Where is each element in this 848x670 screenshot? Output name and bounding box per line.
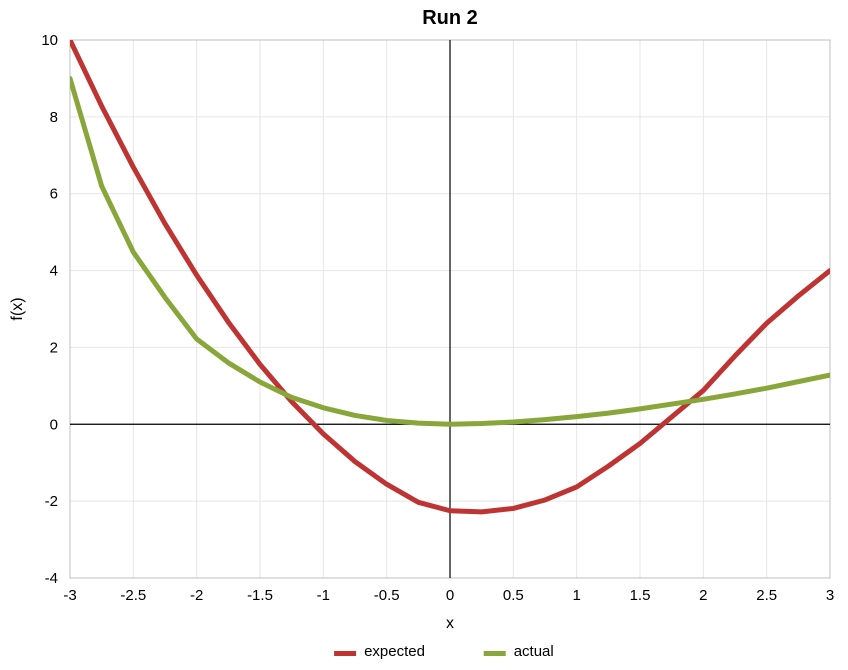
y-tick-label: 2 bbox=[50, 339, 58, 356]
legend-label-actual: actual bbox=[514, 643, 554, 660]
legend-swatch-expected bbox=[334, 651, 356, 656]
x-tick-label: -2.5 bbox=[120, 587, 146, 604]
y-axis-label: f(x) bbox=[9, 297, 26, 320]
x-tick-label: -0.5 bbox=[374, 587, 400, 604]
x-tick-label: 0.5 bbox=[503, 587, 524, 604]
x-tick-label: 3 bbox=[826, 587, 834, 604]
x-tick-label: -1.5 bbox=[247, 587, 273, 604]
y-tick-label: 10 bbox=[41, 32, 58, 49]
y-tick-label: -4 bbox=[45, 570, 58, 587]
chart-container: -3 -2.5 -2 -1.5 -1 -0.5 0 0.5 1 1.5 2 2.5 3 -4 -2 0 2 4 6 8… bbox=[0, 0, 848, 670]
x-tick-label: -1 bbox=[317, 587, 330, 604]
y-tick-label: 4 bbox=[50, 263, 58, 280]
line-chart: -3 -2.5 -2 -1.5 -1 -0.5 0 0.5 1 1.5 2 2.5 3 -4 -2 0 2 4 6 8… bbox=[0, 0, 848, 670]
x-tick-label: 2.5 bbox=[756, 587, 777, 604]
legend-label-expected: expected bbox=[364, 643, 425, 660]
x-tick-label: 0 bbox=[446, 587, 454, 604]
x-tick-label: 1.5 bbox=[630, 587, 651, 604]
y-tick-label: 6 bbox=[50, 186, 58, 203]
y-tick-label: 8 bbox=[50, 109, 58, 126]
y-tick-label: 0 bbox=[50, 416, 58, 433]
x-tick-label: 2 bbox=[699, 587, 707, 604]
x-axis-label: x bbox=[446, 615, 454, 632]
legend-swatch-actual bbox=[484, 651, 506, 656]
x-tick-label: -3 bbox=[63, 587, 76, 604]
chart-title: Run 2 bbox=[422, 7, 478, 29]
x-tick-label: 1 bbox=[572, 587, 580, 604]
y-tick-label: -2 bbox=[45, 493, 58, 510]
x-tick-label: -2 bbox=[190, 587, 203, 604]
